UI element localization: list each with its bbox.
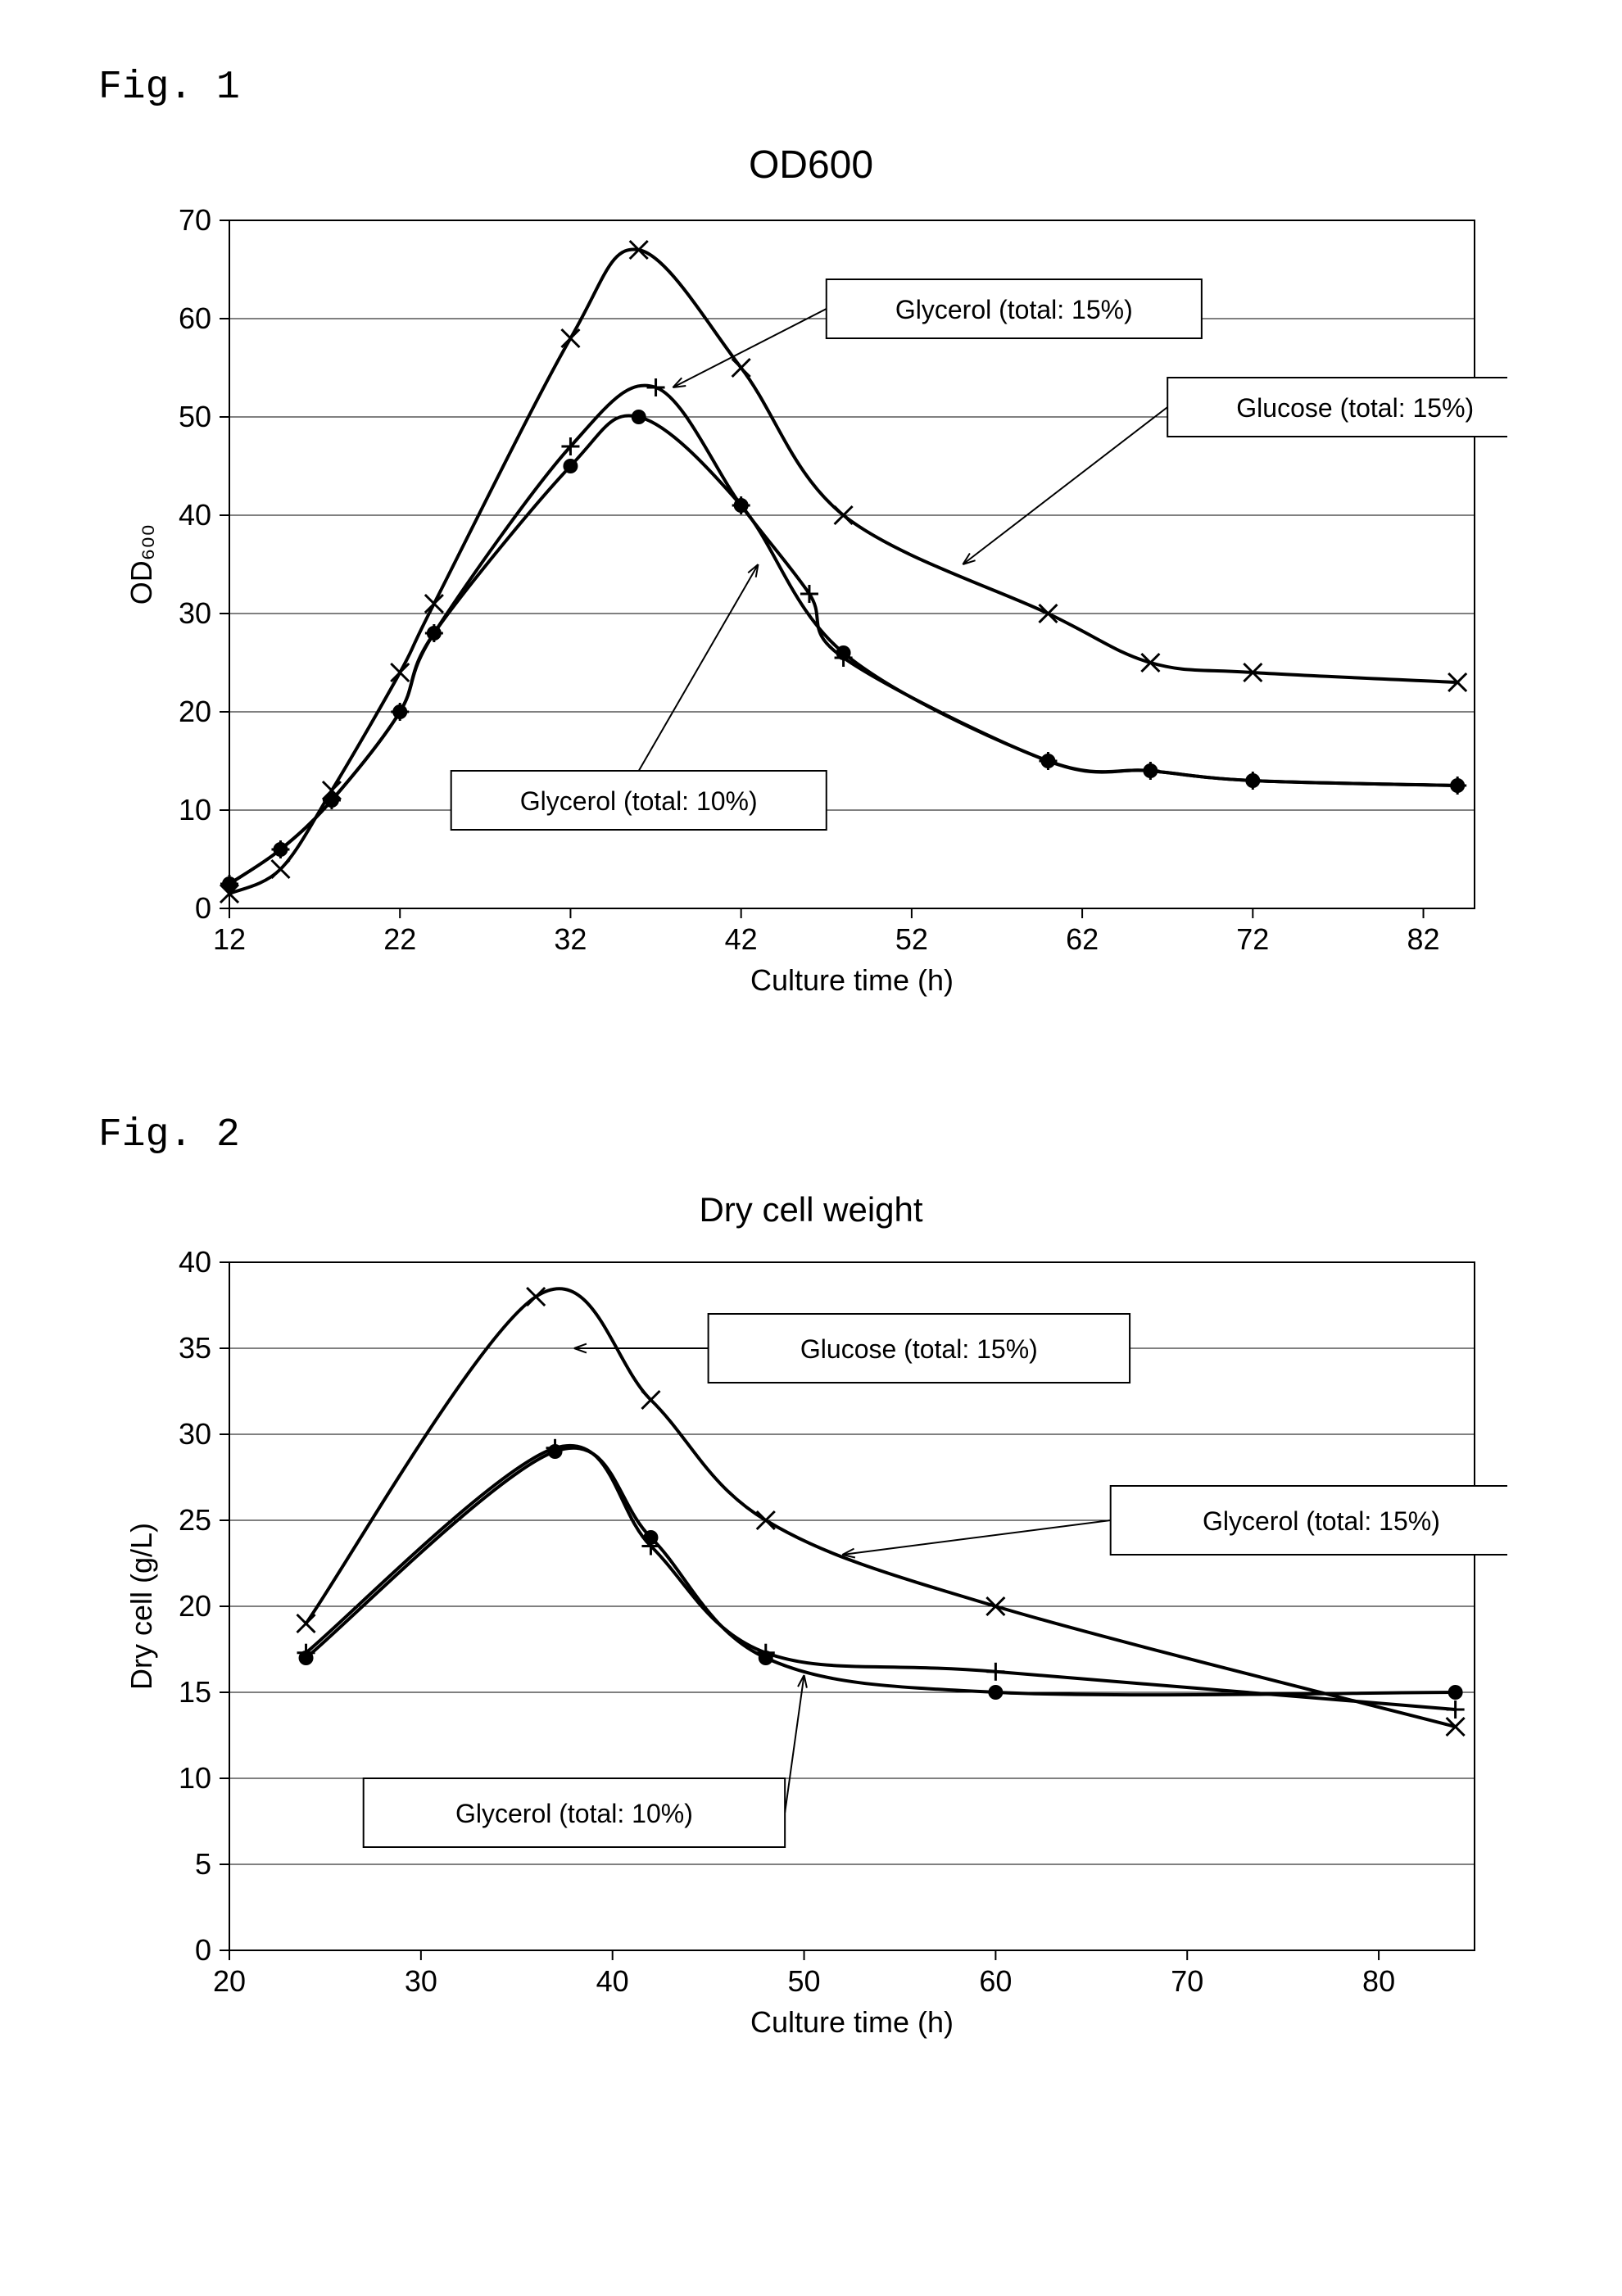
- figure-2-caption: Fig. 2: [98, 1113, 1524, 1157]
- svg-text:0: 0: [195, 1933, 211, 1967]
- svg-text:Glycerol (total: 10%): Glycerol (total: 10%): [520, 786, 758, 816]
- svg-text:10: 10: [179, 1761, 211, 1795]
- svg-text:15: 15: [179, 1675, 211, 1709]
- svg-text:62: 62: [1066, 922, 1099, 956]
- svg-text:20: 20: [179, 695, 211, 728]
- svg-text:Culture time (h): Culture time (h): [750, 963, 954, 997]
- svg-text:32: 32: [554, 922, 587, 956]
- svg-text:20: 20: [213, 1964, 246, 1998]
- svg-text:Glucose (total: 15%): Glucose (total: 15%): [800, 1334, 1038, 1364]
- svg-text:52: 52: [895, 922, 928, 956]
- svg-text:30: 30: [179, 596, 211, 630]
- svg-text:Glycerol (total: 15%): Glycerol (total: 15%): [895, 295, 1133, 324]
- svg-text:70: 70: [1171, 1964, 1203, 1998]
- svg-text:42: 42: [725, 922, 758, 956]
- svg-text:60: 60: [979, 1964, 1012, 1998]
- svg-text:80: 80: [1362, 1964, 1395, 1998]
- svg-text:12: 12: [213, 922, 246, 956]
- svg-text:70: 70: [179, 203, 211, 237]
- figure-1-caption: Fig. 1: [98, 66, 1524, 110]
- svg-text:40: 40: [179, 1245, 211, 1279]
- svg-text:20: 20: [179, 1589, 211, 1623]
- svg-text:5: 5: [195, 1847, 211, 1881]
- chart-1-title: OD600: [98, 143, 1524, 188]
- svg-text:60: 60: [179, 301, 211, 335]
- svg-text:10: 10: [179, 793, 211, 826]
- svg-text:0: 0: [195, 891, 211, 925]
- chart-2-title: Dry cell weight: [98, 1190, 1524, 1230]
- svg-text:25: 25: [179, 1503, 211, 1537]
- svg-text:Glycerol (total: 10%): Glycerol (total: 10%): [455, 1799, 693, 1828]
- svg-text:72: 72: [1236, 922, 1269, 956]
- chart-1: 12 22 32 42 52 62 72 82 0 10 20 30 40 50 60 70 Culture t…: [115, 196, 1507, 1015]
- svg-text:30: 30: [179, 1417, 211, 1451]
- svg-text:50: 50: [179, 400, 211, 433]
- svg-text:50: 50: [788, 1964, 821, 1998]
- svg-text:Dry cell (g/L): Dry cell (g/L): [125, 1523, 158, 1690]
- figure-2: Fig. 2 Dry cell weight 20 30 40 50 60 70 80 0 5 1…: [98, 1113, 1524, 2057]
- svg-text:30: 30: [405, 1964, 437, 1998]
- svg-text:Glycerol (total: 15%): Glycerol (total: 15%): [1203, 1506, 1440, 1536]
- svg-text:Culture time (h): Culture time (h): [750, 2005, 954, 2039]
- svg-text:OD₆₀₀: OD₆₀₀: [125, 524, 158, 605]
- svg-text:Glucose (total: 15%): Glucose (total: 15%): [1236, 393, 1474, 423]
- chart-2: 20 30 40 50 60 70 80 0 5 10 15 20 25 30 35 40 Culture ti…: [115, 1238, 1507, 2057]
- figure-1: Fig. 1 OD600 12 22 32 42 52 62 72 82 0 10 20 30 40 50…: [98, 66, 1524, 1015]
- svg-text:40: 40: [179, 498, 211, 532]
- svg-text:82: 82: [1407, 922, 1440, 956]
- svg-text:35: 35: [179, 1331, 211, 1365]
- svg-text:22: 22: [383, 922, 416, 956]
- svg-text:40: 40: [596, 1964, 629, 1998]
